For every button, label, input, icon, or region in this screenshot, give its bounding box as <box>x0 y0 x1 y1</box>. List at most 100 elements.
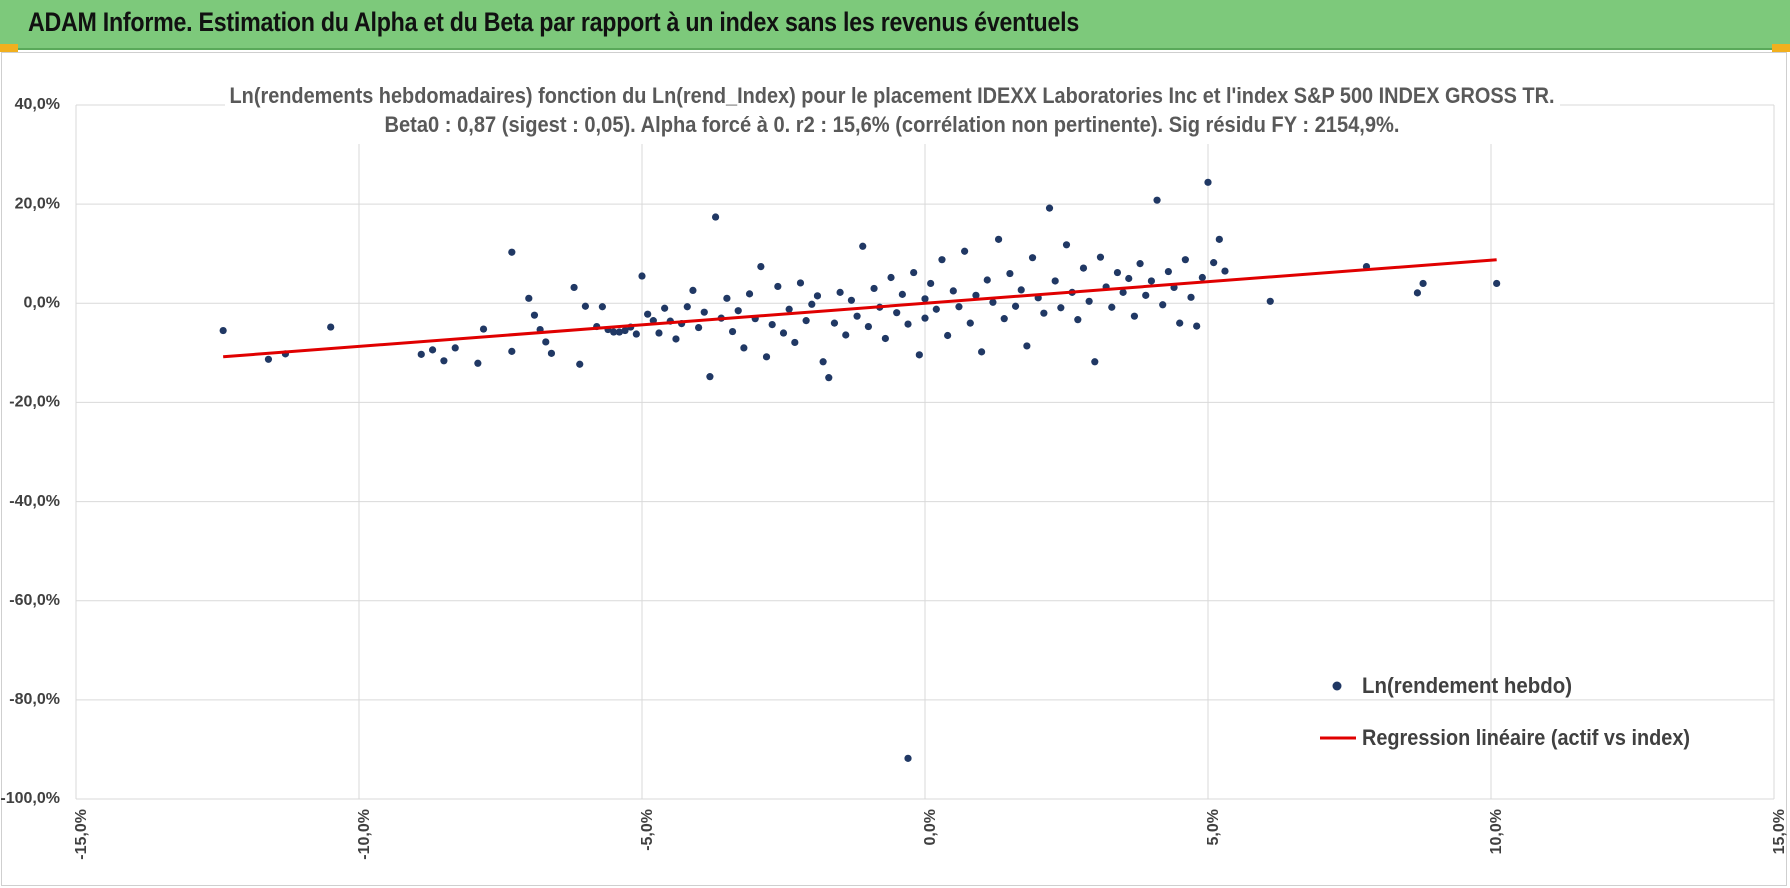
scatter-point <box>723 294 731 302</box>
scatter-point <box>1011 302 1020 310</box>
scatter-point <box>757 263 765 271</box>
scatter-point <box>581 302 590 310</box>
scatter-points <box>219 178 1501 762</box>
scatter-point <box>644 310 652 318</box>
scatter-point <box>638 272 646 280</box>
scatter-point <box>989 298 997 306</box>
scatter-point <box>428 346 437 354</box>
scatter-point <box>706 373 714 381</box>
scatter-point <box>932 305 940 313</box>
scatter-point <box>864 322 873 331</box>
x-tick-label: 0,0% <box>922 809 939 845</box>
scatter-point <box>1198 273 1206 282</box>
scatter-point <box>1159 301 1167 309</box>
scatter-point <box>1153 196 1161 204</box>
scatter-point <box>689 286 697 294</box>
scatter-point <box>1125 274 1133 283</box>
scatter-point <box>740 344 748 352</box>
y-tick-label: 20,0% <box>15 195 60 212</box>
scatter-point <box>661 304 669 312</box>
scatter-point <box>1079 264 1088 272</box>
y-tick-label: -100,0% <box>0 790 60 807</box>
scatter-point <box>1221 267 1229 275</box>
scatter-point <box>1091 358 1099 366</box>
scatter-point <box>836 288 844 296</box>
scatter-point <box>921 295 929 303</box>
scatter-point <box>978 348 986 356</box>
corner-handle-left[interactable] <box>0 44 18 52</box>
scatter-point <box>921 314 929 322</box>
scatter-point <box>994 235 1003 243</box>
scatter-point <box>768 321 776 329</box>
legend-marker-scatter <box>1332 681 1342 691</box>
scatter-point <box>1057 304 1065 312</box>
scatter-point <box>1136 260 1144 268</box>
y-tick-label: -60,0% <box>9 592 60 609</box>
scatter-point <box>1419 279 1427 288</box>
scatter-point <box>1130 312 1139 320</box>
scatter-point <box>576 360 584 368</box>
scatter-point <box>966 319 974 327</box>
scatter-point <box>910 268 918 277</box>
report-banner: ADAM Informe. Estimation du Alpha et du … <box>0 0 1790 50</box>
scatter-point <box>1051 277 1059 285</box>
scatter-point <box>1493 279 1501 288</box>
scatter-point <box>961 247 969 255</box>
scatter-point <box>819 358 827 366</box>
x-tick-label: -5,0% <box>639 809 656 851</box>
scatter-point <box>547 349 556 357</box>
scatter-point <box>859 242 867 250</box>
scatter-point <box>621 326 629 335</box>
scatter-point <box>955 303 963 311</box>
scatter-point <box>915 351 923 359</box>
scatter-point <box>887 273 895 282</box>
scatter-point <box>1193 322 1201 330</box>
legend: Ln(rendement hebdo) Regression linéaire … <box>1320 673 1690 750</box>
scatter-point <box>1028 254 1037 262</box>
scatter-point <box>1113 268 1122 277</box>
scatter-point <box>264 355 273 363</box>
x-tick-label: 5,0% <box>1205 809 1222 845</box>
chart-area <box>1 52 1787 886</box>
scatter-point <box>1017 286 1025 294</box>
scatter-point <box>417 350 425 358</box>
scatter-point <box>842 331 850 339</box>
scatter-point <box>327 323 335 331</box>
corner-handle-right[interactable] <box>1772 44 1790 52</box>
scatter-point <box>1119 288 1127 296</box>
legend-label-scatter: Ln(rendement hebdo) <box>1362 673 1572 698</box>
scatter-point <box>847 296 856 304</box>
scatter-point <box>570 283 578 292</box>
chart-subtitle: Beta0 : 0,87 (sigest : 0,05). Alpha forc… <box>385 112 1400 137</box>
y-tick-label: -20,0% <box>9 394 60 411</box>
report-title: ADAM Informe. Estimation du Alpha et du … <box>28 7 1079 37</box>
x-tick-label: 10,0% <box>1488 809 1505 854</box>
scatter-point <box>695 323 703 332</box>
scatter-point <box>791 338 799 347</box>
scatter-point <box>632 330 640 338</box>
scatter-point <box>1413 289 1422 297</box>
scatter-point <box>745 290 754 298</box>
scatter-point <box>711 213 720 221</box>
scatter-point <box>808 300 816 308</box>
scatter-point <box>508 347 516 355</box>
scatter-point <box>972 291 980 299</box>
scatter-point <box>904 320 912 328</box>
scatter-point <box>1108 303 1116 311</box>
scatter-point <box>1147 277 1155 285</box>
scatter-point <box>949 287 957 295</box>
scatter-point <box>898 290 906 298</box>
scatter-point <box>219 326 227 335</box>
scatter-point <box>530 311 539 319</box>
scatter-point <box>655 329 663 337</box>
scatter-point <box>610 328 618 336</box>
scatter-point <box>451 344 459 352</box>
scatter-point <box>870 284 878 293</box>
scatter-point <box>1204 178 1212 186</box>
scatter-point <box>525 294 533 302</box>
scatter-point <box>615 328 623 336</box>
scatter-point <box>813 292 822 300</box>
scatter-point <box>904 754 912 762</box>
